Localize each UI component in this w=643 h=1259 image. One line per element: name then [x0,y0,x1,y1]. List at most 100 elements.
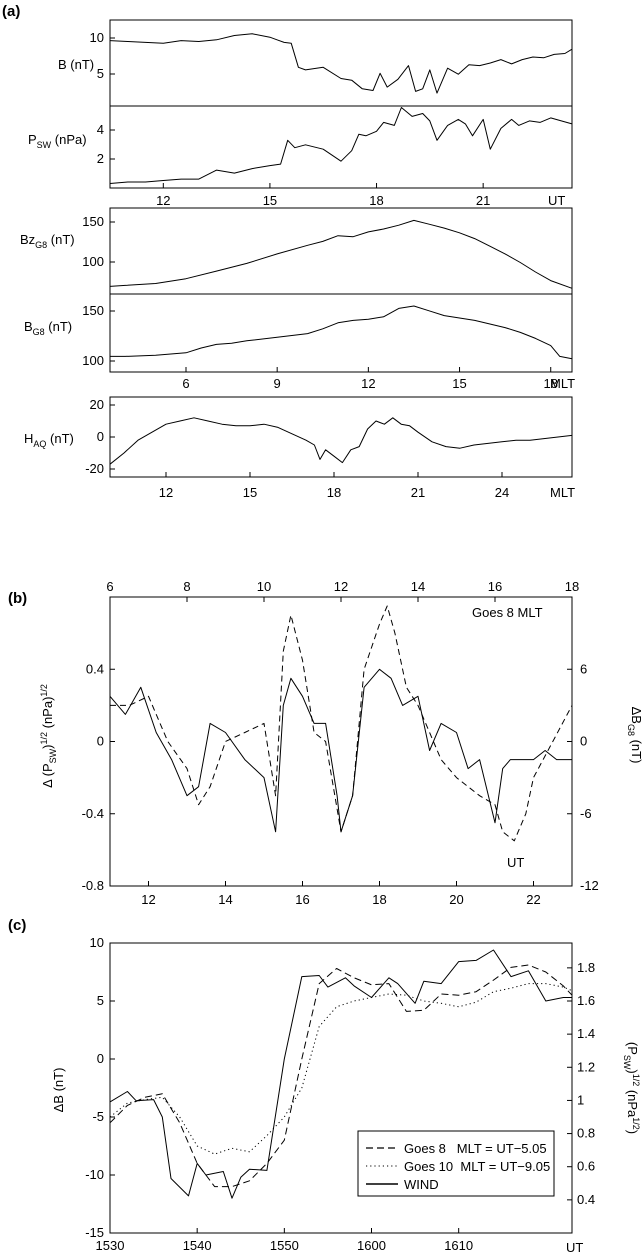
panel-label-c: (c) [8,917,26,934]
xtick-label: 6 [182,376,189,391]
panel-label-b: (b) [8,590,27,607]
ytick: 150 [82,214,104,229]
panel-c-plot: ΔB (nT) (PSW)1/2 (nPa1/2) UT Goes 8 MLT … [51,942,641,1255]
xtick-label: 18 [369,193,383,208]
xtick-label: 15 [452,376,466,391]
goes8-mlt-label: Goes 8 MLT [472,605,543,620]
ytick: 4 [97,122,104,137]
xtick-label: 12 [361,376,375,391]
subplot-psw: PSW (nPa) 2 4 [28,105,573,189]
xtick-label: 14 [218,892,232,907]
ytick: 100 [82,353,104,368]
xtick-label: 12 [141,892,155,907]
axes-b: 12 14 16 18 20 22 6 8 10 12 14 16 18 -0.8 -0.4 0 0.4 -12 -… [82,579,599,907]
xtick-label: 15 [263,193,277,208]
xtick-label: 1610 [444,1238,473,1253]
xtick-label: 1530 [96,1238,125,1253]
xtick-label: 24 [495,485,509,500]
x-axis-mlt-a: 6 9 12 15 18 [182,367,558,391]
xtick-label: 15 [243,485,257,500]
xtick-label: 20 [449,892,463,907]
ylabel-bg8: BG8 (nT) [24,319,72,337]
ytick-right-label: -6 [580,806,592,821]
xtick-label: 1600 [357,1238,386,1253]
ytick-label: 5 [97,993,104,1008]
ylabel-b-left: Δ (PSW)1/2 (nPa)1/2 [39,684,58,788]
ytick-label: 10 [90,935,104,950]
ylabel-b: B (nT) [58,57,94,72]
subplot-b: B (nT) 5 10 [58,19,573,107]
xtick-label: 1550 [270,1238,299,1253]
xtick-label: 12 [156,193,170,208]
ytick-right-label: 1.8 [577,960,595,975]
legend-goes10: Goes 10 MLT = UT−9.05 [404,1159,550,1174]
ylabel-haq: HAQ (nT) [24,431,74,449]
xtick-label: 18 [327,485,341,500]
ytick-right-label: 6 [580,661,587,676]
ytick: 20 [90,397,104,412]
series-bg8-line [110,305,573,360]
xtick-label: 18 [543,376,557,391]
ytick-right-label: 1.2 [577,1059,595,1074]
ytick: 5 [97,66,104,81]
subplot-bz-g8: BzG8 (nT) 100 150 [20,207,573,295]
x-axis-ut-a: 12 15 18 21 [156,183,490,208]
series-b-line [109,33,573,94]
xlabel-ut-a: UT [548,193,565,208]
ytick-label: -5 [92,1109,104,1124]
ytick-right-label: 1.6 [577,993,595,1008]
x-axis-haq: 12 15 18 21 24 [159,472,509,500]
legend-goes8: Goes 8 MLT = UT−5.05 [404,1141,547,1156]
ytick: 100 [82,254,104,269]
top-tick-label: 12 [334,579,348,594]
ytick-label: 0.4 [86,661,104,676]
panel-b-plot: Goes 8 MLT UT Δ (PSW)1/2 (nPa)1/2 ΔBG8 (… [39,596,643,887]
xtick-label: 12 [159,485,173,500]
ytick: 150 [82,303,104,318]
xtick-label: 9 [274,376,281,391]
series-goes8-line [109,964,573,1188]
series-goes10-line [109,983,573,1155]
ytick-label: -15 [85,1225,104,1240]
xtick-label: 21 [411,485,425,500]
series-wind-line [109,949,572,1199]
top-tick-label: 6 [106,579,113,594]
xtick-label: 18 [372,892,386,907]
xtick-label: 21 [476,193,490,208]
legend: Goes 8 MLT = UT−5.05 Goes 10 MLT = UT−9.… [357,1130,555,1197]
ytick-right-label: 0.6 [577,1159,595,1174]
series-bzg8-line [109,219,573,289]
ylabel-c-left: ΔB (nT) [51,1068,66,1113]
series-haq-line [109,417,573,465]
ytick-label: 0 [97,734,104,749]
ytick: 0 [97,429,104,444]
ytick-label: -0.4 [82,806,104,821]
ytick-label: 0 [97,1051,104,1066]
ytick-right-label: 1 [577,1092,584,1107]
top-tick-label: 8 [183,579,190,594]
ylabel-b-right: ΔBG8 (nT) [626,707,643,764]
panel-label-a: (a) [2,3,20,20]
series-b-dashed-line [110,605,573,842]
xlabel-ut-b: UT [507,855,524,870]
ytick-right-label: -12 [580,878,599,893]
xtick-label: 16 [295,892,309,907]
top-tick-label: 16 [488,579,502,594]
top-tick-label: 14 [411,579,425,594]
ytick: 2 [97,151,104,166]
ylabel-psw: PSW (nPa) [28,132,87,150]
xlabel-ut-c: UT [566,1240,583,1255]
ylabel-bzg8: BzG8 (nT) [20,232,75,250]
ytick-right-label: 1.4 [577,1026,595,1041]
series-psw-line [109,107,573,184]
ytick-right-label: 0.8 [577,1126,595,1141]
top-tick-label: 18 [565,579,579,594]
ytick: 10 [90,30,104,45]
legend-wind: WIND [404,1177,439,1192]
ylabel-c-right: (PSW)1/2 (nPa1/2) [622,1042,641,1134]
xlabel-mlt-a: MLT [550,376,575,391]
ytick-right-label: 0 [580,734,587,749]
subplot-b-g8: BG8 (nT) 100 150 [24,293,573,373]
axes-c: 1530 1540 1550 1600 1610 -15 -10 -5 0 5 10 0.4 0.6 0.… [85,935,595,1253]
xtick-label: 22 [526,892,540,907]
